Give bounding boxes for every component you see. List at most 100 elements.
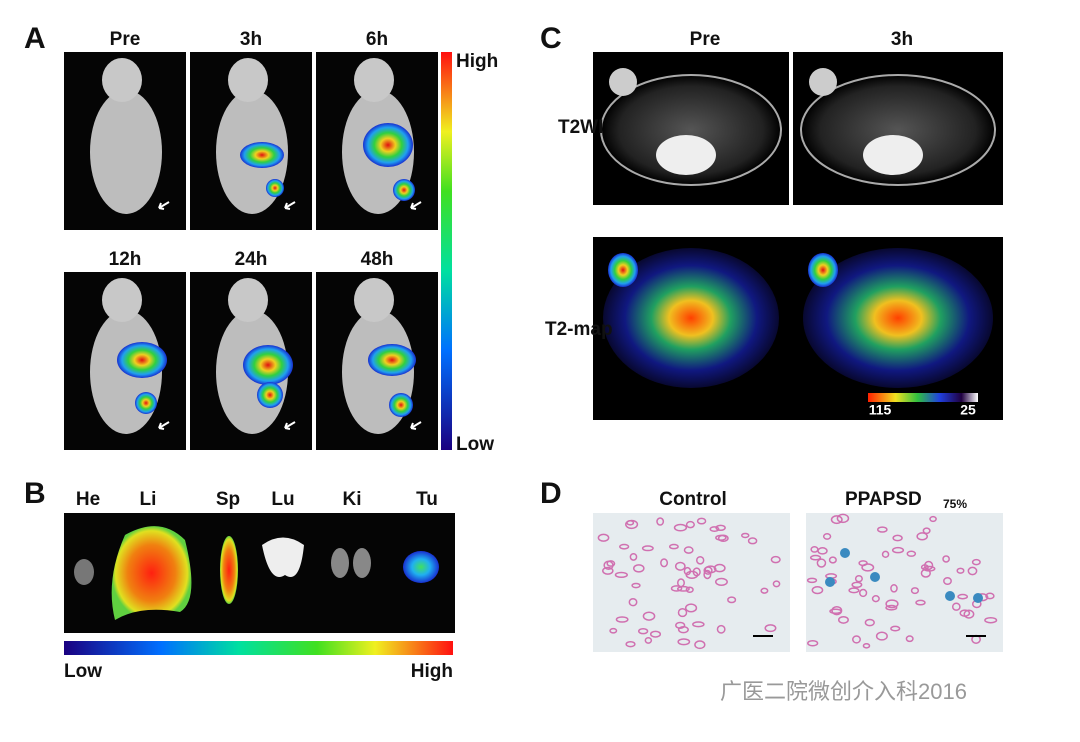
row-label: T2-map xyxy=(545,319,613,340)
cell xyxy=(942,555,950,563)
cell xyxy=(806,577,818,584)
organ-label: Lu xyxy=(271,489,294,510)
cell xyxy=(727,596,737,604)
cell xyxy=(875,631,888,641)
cell xyxy=(615,616,629,623)
cell xyxy=(984,617,998,624)
cell xyxy=(848,587,860,594)
iron-stain xyxy=(870,572,880,582)
cell xyxy=(709,526,720,533)
cell xyxy=(770,555,781,564)
map-tumor xyxy=(808,253,838,287)
mouse-head xyxy=(228,58,268,102)
organ xyxy=(403,551,439,583)
cell xyxy=(957,593,969,600)
signal xyxy=(368,344,416,376)
column-label: 3h xyxy=(891,29,913,50)
mouse-head xyxy=(102,58,142,102)
cell xyxy=(861,563,875,572)
cell xyxy=(943,576,952,585)
cell xyxy=(649,630,662,638)
signal xyxy=(266,179,284,197)
signal xyxy=(117,342,167,378)
mri-organ xyxy=(863,135,923,175)
cell xyxy=(836,513,850,524)
iron-stain xyxy=(973,593,983,603)
organ-label: Sp xyxy=(216,489,240,510)
cell xyxy=(673,523,688,532)
cell xyxy=(929,515,937,523)
organ xyxy=(353,548,371,578)
watermark: 广医二院微创介入科2016 xyxy=(720,679,967,704)
cell xyxy=(760,587,769,594)
cell xyxy=(885,599,899,609)
cell xyxy=(696,517,707,525)
cell xyxy=(670,585,683,592)
cell xyxy=(685,520,695,529)
arrow xyxy=(284,421,296,430)
cell xyxy=(764,624,777,633)
cell xyxy=(890,625,901,632)
timepoint-label: 24h xyxy=(235,249,268,270)
arrow xyxy=(158,201,170,210)
map-body xyxy=(603,248,779,388)
cell xyxy=(668,543,679,550)
cell xyxy=(619,543,630,550)
row-label: T2WI xyxy=(558,117,603,138)
cell xyxy=(922,565,936,572)
signal xyxy=(393,179,415,201)
cell xyxy=(713,563,726,573)
column-label: Control xyxy=(659,489,727,510)
timepoint-label: 12h xyxy=(109,249,142,270)
cell xyxy=(956,567,965,574)
timepoint-label: 48h xyxy=(361,249,394,270)
cell xyxy=(609,627,618,634)
panel-label: D xyxy=(540,477,562,510)
mouse-head xyxy=(228,278,268,322)
iron-stain xyxy=(840,548,850,558)
cell xyxy=(683,546,694,554)
signal xyxy=(240,142,284,168)
map-tumor xyxy=(608,253,638,287)
cell xyxy=(692,621,705,628)
cell xyxy=(862,643,871,649)
histology-image xyxy=(806,513,1003,652)
cell xyxy=(685,586,694,594)
timepoint-label: Pre xyxy=(110,29,141,50)
map-body xyxy=(803,248,993,388)
signal xyxy=(389,393,413,417)
cell xyxy=(864,618,875,627)
organ-label: Tu xyxy=(416,489,438,510)
timepoint-label: 3h xyxy=(240,29,262,50)
organ-label: He xyxy=(76,489,100,510)
cell xyxy=(892,534,903,542)
histology-image xyxy=(593,513,790,652)
scale-label: 25 xyxy=(960,402,976,418)
arrow xyxy=(158,421,170,430)
cell xyxy=(807,639,819,647)
organ xyxy=(111,526,192,620)
cell xyxy=(906,550,917,557)
mouse-head xyxy=(354,278,394,322)
scale-label: Low xyxy=(64,661,102,682)
cell xyxy=(951,602,961,611)
cell xyxy=(837,615,849,624)
cell xyxy=(963,609,975,619)
cell xyxy=(915,599,926,606)
cell xyxy=(985,592,995,600)
cell xyxy=(741,532,750,539)
cell xyxy=(695,555,705,565)
cell xyxy=(677,625,689,634)
color-bar xyxy=(64,641,453,655)
cell xyxy=(922,527,931,535)
cell xyxy=(716,624,726,634)
cell xyxy=(890,584,898,593)
panel-label: C xyxy=(540,22,562,55)
cell xyxy=(632,564,645,573)
timepoint-label: 6h xyxy=(366,29,388,50)
scale-label: Low xyxy=(456,434,494,455)
cell xyxy=(626,519,635,526)
cell xyxy=(877,526,888,533)
cell xyxy=(747,537,758,545)
cell xyxy=(674,561,686,571)
